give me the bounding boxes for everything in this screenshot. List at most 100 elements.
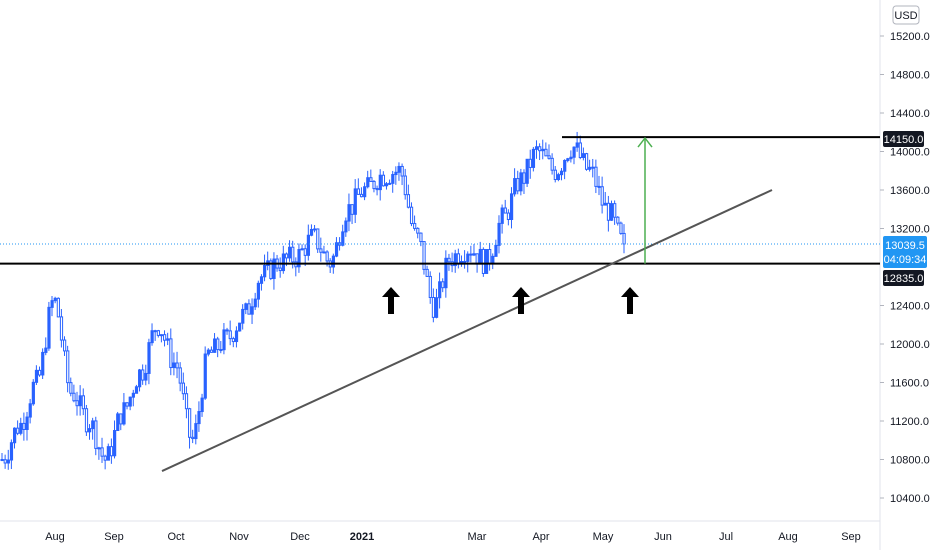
candle-body: [347, 204, 351, 222]
candle-body: [19, 422, 23, 434]
candle-body: [356, 188, 361, 195]
candle-body: [81, 395, 85, 410]
candle-body: [122, 402, 126, 425]
candle-body: [53, 297, 57, 302]
candle-body: [272, 258, 276, 280]
candle-body: [88, 428, 92, 433]
candle-body: [172, 362, 176, 369]
candle-body: [175, 362, 179, 369]
candle-body: [325, 251, 329, 262]
candle-body: [203, 353, 207, 399]
candle-body: [494, 244, 498, 257]
price-tick-label: 14400.0: [890, 108, 930, 120]
candle-body: [225, 329, 229, 332]
price-tick-label: 15200.0: [890, 31, 930, 43]
candle-body: [59, 316, 64, 341]
candle-body: [284, 253, 289, 259]
price-tick-label: 13600.0: [890, 185, 930, 197]
candle-body: [391, 174, 395, 184]
candle-body: [622, 232, 626, 245]
candle-body: [303, 248, 307, 256]
time-tick-label: Aug: [778, 531, 798, 543]
support-price-tag: 12835.0: [883, 270, 924, 286]
candle-body: [22, 422, 26, 430]
candle-body: [541, 148, 545, 152]
candle-body: [484, 249, 489, 274]
candle-body: [9, 442, 14, 461]
candle-body: [566, 158, 570, 161]
candle-body: [547, 155, 551, 159]
candle-body: [291, 246, 295, 263]
candle-body: [497, 222, 501, 246]
candle-body: [6, 459, 10, 464]
candle-body: [516, 178, 520, 192]
candle-body: [25, 416, 29, 430]
candle-body: [453, 253, 457, 267]
candle-body: [434, 297, 439, 318]
candle-body: [331, 255, 336, 268]
candle-body: [456, 253, 461, 265]
ascending-trendline[interactable]: [161, 189, 773, 472]
candle-body: [138, 369, 142, 388]
time-tick-label: Apr: [532, 531, 549, 543]
candle-body: [28, 403, 32, 418]
candle-body: [269, 260, 273, 280]
candle-body: [47, 306, 51, 349]
candle-body: [422, 241, 426, 270]
candle-body: [94, 420, 98, 449]
candle-body: [503, 207, 507, 214]
candle-body: [256, 282, 261, 300]
candle-body: [353, 188, 357, 215]
candle-body: [63, 339, 67, 352]
candle-body: [91, 420, 95, 430]
price-tick-label: 11600.0: [890, 378, 929, 390]
candle-body: [594, 166, 598, 187]
candle-body: [591, 166, 595, 169]
candle-body: [159, 334, 164, 337]
candle-body: [0, 459, 4, 461]
time-axis[interactable]: Aug Sep Oct Nov Dec 2021 Mar Apr May Jun Jul Aug Sep: [45, 531, 861, 543]
candle-body: [513, 178, 517, 195]
candle-body: [16, 427, 20, 434]
candle-body: [281, 253, 286, 272]
candle-body: [3, 459, 7, 464]
candle-body: [134, 386, 139, 394]
candle-body: [169, 338, 173, 369]
price-tick-label: 12400.0: [890, 301, 930, 313]
candle-body: [375, 188, 379, 191]
candle-body: [228, 330, 232, 340]
candle-body: [147, 342, 151, 374]
candle-body: [334, 242, 339, 257]
candle-body: [247, 303, 251, 315]
candle-body: [50, 300, 54, 308]
candle-body: [128, 396, 132, 407]
candle-body: [144, 372, 148, 381]
candle-body: [550, 157, 554, 171]
candle-body: [538, 146, 542, 152]
candle-body: [309, 228, 314, 236]
candle-body: [75, 400, 79, 407]
candle-body: [191, 436, 195, 440]
candle-body: [141, 369, 145, 381]
price-axis[interactable]: 15200.0 14800.0 14400.0 14000.0 13600.0 13200…: [880, 31, 930, 505]
candle-body: [581, 153, 586, 159]
candle-body: [606, 202, 611, 221]
candle-body: [466, 253, 470, 262]
candle-body: [38, 369, 42, 376]
support-bounce-arrow: [512, 287, 530, 314]
currency-badge[interactable]: USD: [892, 5, 920, 25]
candle-body: [119, 413, 123, 425]
candle-body: [388, 182, 392, 185]
candle-body: [384, 183, 389, 187]
candle-body: [600, 186, 604, 206]
time-tick-label: Mar: [468, 531, 487, 543]
candle-body: [525, 158, 529, 184]
candle-body: [378, 174, 382, 191]
candle-body: [222, 329, 226, 351]
candle-body: [34, 369, 39, 383]
candle-body: [297, 249, 301, 268]
candle-body: [472, 253, 476, 256]
candle-body: [481, 248, 486, 274]
candle-body: [381, 174, 386, 187]
